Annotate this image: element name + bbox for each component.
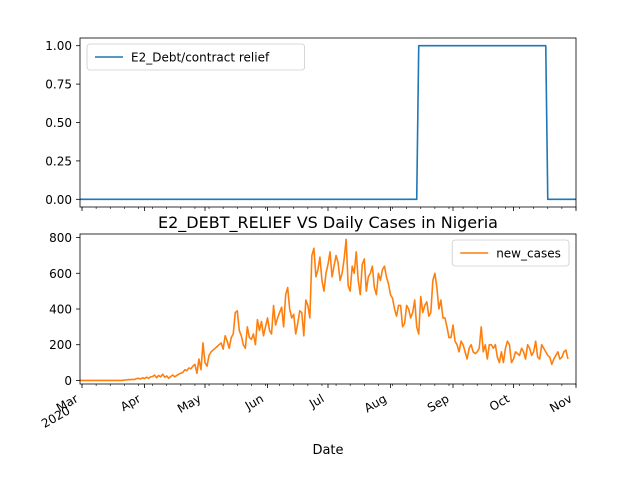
axes-frame (79, 37, 577, 208)
x-axis-label: Date (312, 443, 343, 458)
x-tick-label: Aug (362, 391, 389, 415)
y-tick-label: 0.50 (45, 116, 72, 130)
chart-title: E2_DEBT_RELIEF VS Daily Cases in Nigeria (158, 213, 498, 233)
y-tick-label: 0.00 (45, 193, 72, 207)
y-tick-label: 400 (49, 303, 72, 317)
y-tick-label: 0 (64, 374, 72, 388)
y-tick-label: 600 (49, 267, 72, 281)
legend-box (86, 43, 306, 71)
legend: E2_Debt/contract relief (86, 43, 306, 71)
y-tick-label: 200 (49, 338, 72, 352)
y-tick-label: 1.00 (45, 39, 72, 53)
x-tick-label: May (175, 391, 203, 416)
top-axes: 0.00 0.25 0.50 0.75 1.00 E2_Debt/contract rel… (45, 37, 577, 211)
x-tick-label: Jul (306, 391, 326, 411)
legend-label: new_cases (496, 247, 561, 261)
legend: new_cases (451, 239, 570, 267)
x-tick-label: Nov (547, 391, 574, 415)
series-line-e2-debt-contract-relief (80, 44, 576, 201)
x-tick-label: Oct (487, 391, 512, 414)
legend-box (451, 239, 570, 267)
x-tick-label: Sep (425, 391, 452, 414)
legend-label: E2_Debt/contract relief (131, 51, 270, 65)
y-tick-label: 0.75 (45, 78, 72, 92)
y-tick-label: 800 (49, 231, 72, 245)
axes-frame (79, 233, 577, 385)
y-tick-label: 0.25 (45, 154, 72, 168)
x-tick-label: Apr (118, 391, 143, 414)
x-tick-label: Jun (242, 391, 266, 413)
series-line-new-cases (80, 238, 569, 382)
